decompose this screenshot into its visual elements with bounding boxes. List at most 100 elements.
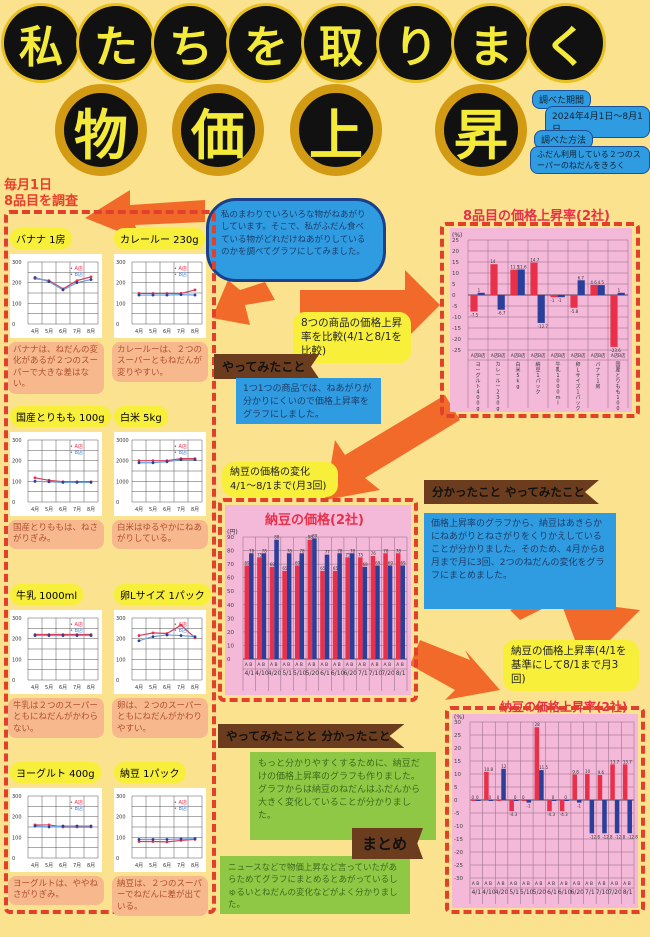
bar-a xyxy=(396,553,401,659)
y-tick-label: 10 xyxy=(227,643,234,649)
item-comment: 白米はゆるやかにねあがりしている。 xyxy=(112,520,208,549)
x-tick-label: 6/1 xyxy=(547,889,557,896)
series-tick-label: B xyxy=(300,662,303,668)
x-tick-label: 5月 xyxy=(149,507,157,513)
x-tick-label: g xyxy=(476,406,479,412)
series-tick-label: A xyxy=(611,881,615,887)
data-point xyxy=(76,281,79,284)
bar-a xyxy=(345,557,350,659)
series-tick-label: B xyxy=(565,881,568,887)
y-tick-label: 300 xyxy=(12,794,22,800)
bar-a xyxy=(610,764,615,800)
bar-b xyxy=(274,540,279,659)
series-tick-label: B xyxy=(590,881,593,887)
bar-b xyxy=(518,269,525,295)
x-tick-label: 8月 xyxy=(191,863,199,869)
y-tick-label: 90 xyxy=(227,535,234,541)
bar-a xyxy=(490,264,497,295)
data-label: 76 xyxy=(371,551,377,556)
series-tick-label: B xyxy=(325,662,328,668)
y-tick-label: -20 xyxy=(452,337,461,343)
bar-a xyxy=(472,800,477,801)
natto-rate-note: 納豆の価格上昇率(4/1を基準にして8/1まで月3回) xyxy=(503,640,639,691)
data-point xyxy=(166,294,169,297)
data-label: -12.8 xyxy=(602,834,613,839)
bar-b xyxy=(578,280,585,295)
title-char: 価 xyxy=(172,84,264,176)
x-tick-label: 5/20 xyxy=(533,889,547,896)
series-tick-label: A xyxy=(623,881,627,887)
x-tick-label: 4月 xyxy=(135,329,143,335)
y-tick-label: 200 xyxy=(12,637,22,643)
x-tick-label: 5月 xyxy=(45,507,53,513)
data-label: -12.7 xyxy=(538,324,549,329)
x-tick-label: l xyxy=(557,401,558,407)
data-label: 1 xyxy=(478,288,481,293)
data-point xyxy=(180,458,183,461)
data-label: 14.7 xyxy=(530,258,539,263)
series-tick-label: A xyxy=(346,662,350,668)
data-point xyxy=(62,481,65,484)
bar-b xyxy=(300,553,305,659)
bar-b xyxy=(363,567,368,659)
bar-b xyxy=(618,293,625,295)
tag-summary: まとめ xyxy=(352,828,423,859)
series-tick-label: B xyxy=(338,662,341,668)
x-tick-label: 5月 xyxy=(45,863,53,869)
series-tick-label: B xyxy=(312,662,315,668)
y-tick-label: 80 xyxy=(227,549,234,555)
data-point xyxy=(90,634,93,637)
data-label: 0 xyxy=(514,795,517,800)
legend-b: • B店 xyxy=(174,805,187,812)
series-tick-label: A xyxy=(522,881,526,887)
x-tick-label: 8月 xyxy=(87,863,95,869)
legend-b: • B店 xyxy=(70,805,83,812)
series-tick-label: A xyxy=(333,662,337,668)
series-tick-label: A xyxy=(396,662,400,668)
series-tick-label: B店 xyxy=(598,352,606,359)
x-tick-label: 7/10 xyxy=(369,670,383,677)
data-label: -5.8 xyxy=(570,309,578,314)
natto-price-chart: (円)010203040506070809069A78B4/175A78B4/1… xyxy=(225,525,411,695)
x-tick-label: 6/20 xyxy=(570,889,584,896)
x-tick-label: 6/1 xyxy=(320,670,330,677)
bar-a xyxy=(590,285,597,295)
data-point xyxy=(152,631,155,634)
series-tick-label: B xyxy=(489,881,492,887)
data-point xyxy=(48,826,51,829)
item-comment: 牛乳は２つのスーパーともにねだんがかわらない。 xyxy=(8,698,104,738)
legend-b: • B店 xyxy=(174,449,187,456)
bar-a xyxy=(509,800,514,811)
x-tick-label: 6月 xyxy=(59,685,67,691)
bar-a xyxy=(530,263,537,295)
data-label: 78 xyxy=(249,548,255,553)
data-label: -1 xyxy=(558,298,562,303)
bar-b xyxy=(538,295,545,323)
bar-b xyxy=(287,553,292,659)
bar-a xyxy=(510,270,517,295)
y-tick-label: 200 xyxy=(116,815,126,821)
bar-a xyxy=(572,775,577,800)
y-tick-label: 100 xyxy=(116,835,126,841)
legend-a: • A店 xyxy=(70,443,83,450)
y-tick-label: 100 xyxy=(12,657,22,663)
item-label: カレールー 230g xyxy=(114,228,205,249)
x-tick-label: 7月 xyxy=(73,685,81,691)
data-label: 88 xyxy=(274,535,280,540)
x-tick-label: 5/1 xyxy=(509,889,519,896)
data-label: -4.3 xyxy=(560,812,568,817)
series-tick-label: B店 xyxy=(558,352,566,359)
data-label: 75 xyxy=(358,552,364,557)
bar-b xyxy=(539,770,544,800)
y-tick-label: 0 xyxy=(452,293,456,299)
bar-b xyxy=(558,295,565,297)
x-tick-label: 4/10 xyxy=(482,889,496,896)
x-tick-label: 6/10 xyxy=(558,889,572,896)
x-tick-label: 5月 xyxy=(45,685,53,691)
